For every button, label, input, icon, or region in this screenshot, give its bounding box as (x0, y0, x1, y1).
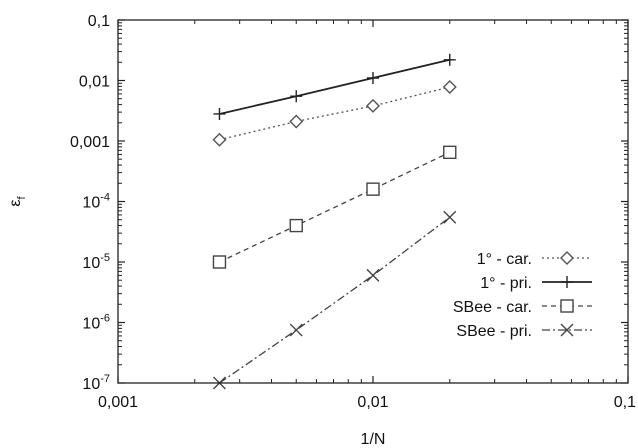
legend-label: SBee - car. (453, 299, 532, 316)
data-point (289, 218, 303, 233)
y-tick-label: 0,1 (88, 13, 110, 30)
x-tick-label: 0,1 (614, 394, 636, 411)
x-tick-label: 0,001 (98, 394, 138, 411)
y-axis-label-subscript: f (16, 195, 28, 199)
legend-label: 1° - car. (477, 251, 532, 268)
y-tick-label: 10-5 (82, 252, 110, 272)
series-2 (213, 53, 456, 120)
data-point (366, 182, 380, 196)
legend-marker (560, 323, 574, 337)
series-1 (212, 80, 457, 147)
x-tick-label: 0,01 (357, 394, 388, 411)
x-axis-label: 1/N (361, 431, 386, 448)
data-point (289, 323, 303, 337)
y-axis-label-main: ε (7, 199, 24, 206)
legend-marker (561, 276, 573, 288)
series-line (219, 86, 450, 141)
series-line (219, 58, 450, 115)
y-axis-label: εf (7, 195, 28, 206)
legend-label: SBee - pri. (456, 323, 532, 340)
tick-layer: 10-7 10-6 10-5 10-4 0,001 0,01 0,1 0,001 0,01 0,1 (70, 13, 636, 411)
data-point (442, 80, 457, 95)
data-point (290, 90, 303, 103)
legend-label: 1° - pri. (480, 275, 532, 292)
data-point (366, 98, 380, 113)
plot-frame (117, 19, 629, 384)
data-point (212, 255, 227, 269)
data-point (443, 210, 457, 224)
series-layer (212, 53, 457, 390)
y-tick-label: 10-4 (82, 192, 110, 212)
series-line (219, 151, 451, 263)
y-tick-label: 10-7 (82, 373, 110, 393)
data-point (367, 71, 379, 84)
series-3 (212, 145, 457, 269)
data-point (289, 114, 304, 129)
legend: 1° - car. 1° - pri. SBee - car. SBee - pri. (453, 251, 592, 340)
y-tick-label: 0,001 (70, 134, 110, 151)
data-point (443, 145, 457, 160)
data-point (212, 132, 227, 147)
y-tick-label: 0,01 (79, 74, 110, 91)
data-point (443, 53, 456, 66)
data-point (366, 268, 380, 282)
series-line (219, 216, 451, 384)
y-tick-label: 10-6 (82, 313, 110, 333)
data-point (213, 107, 226, 120)
legend-marker (560, 299, 574, 313)
legend-marker (560, 251, 574, 265)
